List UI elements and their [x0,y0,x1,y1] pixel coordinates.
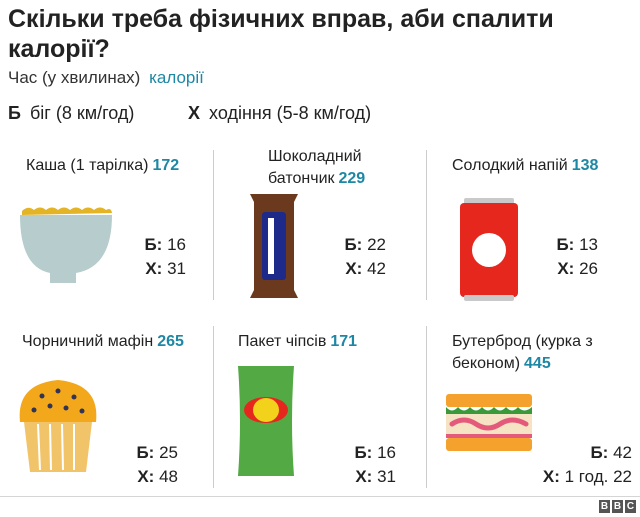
walk-key: Х: [542,467,560,486]
run-key: Б: [590,443,609,462]
walk-key: Х: [137,467,155,486]
footer-divider [0,496,640,497]
card-calories: 445 [524,355,551,372]
walk-value: 42 [367,259,386,278]
divider [213,150,214,300]
card-calories: 265 [157,333,184,350]
card-calories: 138 [571,157,599,174]
divider [426,326,427,488]
run-value: 13 [579,235,598,254]
bbc-logo-letter: B [612,500,623,513]
run-value: 42 [613,443,632,462]
card-name-text: батончик [268,170,335,187]
card-name: Каша (1 тарілка) 172 [26,155,179,177]
card-stats: Б: 16 Х: 31 [100,233,186,281]
run-value: 25 [159,443,178,462]
legend-run-label: біг (8 км/год) [29,103,135,123]
subtitle: Час (у хвилинах) калорії [8,68,204,88]
card-name: Пакет чіпсів 171 [238,331,357,353]
card-stats: Б: 42 Х: 1 год. 22 [488,441,632,489]
subtitle-time-label: Час (у хвилинах) [8,68,141,87]
walk-value: 48 [159,467,178,486]
card-name: Чорничний мафін 265 [22,331,184,353]
walk-key: Х: [355,467,373,486]
legend-run-key: Б [8,103,21,123]
card-stats: Б: 16 Х: 31 [310,441,396,489]
card-name-text: Чорничний мафін [22,333,154,350]
card-calories: 171 [330,333,358,350]
card-calories: 172 [152,157,180,174]
card-name-text: Шоколадний [268,148,362,165]
walk-key: Х: [557,259,575,278]
run-value: 16 [377,443,396,462]
page-title: Скільки треба фізичних вправ, аби спалит… [8,5,554,63]
bbc-logo-letter: B [599,500,610,513]
legend-walk-key: Х [188,103,201,123]
walk-key: Х: [345,259,363,278]
legend-run: Б біг (8 км/год) [8,103,134,124]
card-name-text: Каша (1 тарілка) [26,157,149,174]
run-key: Б: [354,443,373,462]
divider [213,326,214,488]
walk-value: 31 [167,259,186,278]
run-value: 16 [167,235,186,254]
card-name-text: Пакет чіпсів [238,333,327,350]
legend-walk: Х ходіння (5-8 км/год) [188,103,371,124]
muffin-icon [19,380,97,472]
card-stats: Б: 13 Х: 26 [512,233,598,281]
card-name-text: Бутерброд (курка з [452,333,593,350]
run-key: Б: [144,235,163,254]
card-name: Солодкий напій 138 [452,155,598,177]
run-key: Б: [556,235,575,254]
bbc-logo: B B C [599,500,636,513]
walk-value: 1 год. 22 [564,467,632,486]
walk-value: 26 [579,259,598,278]
card-calories: 229 [338,170,366,187]
chips-bag-icon [238,366,294,476]
card-name-text: Солодкий напій [452,157,568,174]
card-stats: Б: 22 Х: 42 [300,233,386,281]
walk-value: 31 [377,467,396,486]
run-key: Б: [136,443,155,462]
soda-can-icon [460,198,518,301]
card-stats: Б: 25 Х: 48 [92,441,178,489]
card-name: Бутерброд (курка з беконом) 445 [452,331,593,375]
walk-key: Х: [145,259,163,278]
run-key: Б: [344,235,363,254]
run-value: 22 [367,235,386,254]
legend-walk-label: ходіння (5-8 км/год) [209,103,372,123]
divider [426,150,427,300]
cereal-bowl-icon [20,207,112,283]
subtitle-calories-label: калорії [149,68,204,87]
card-name-text: беконом) [452,355,521,372]
card-name: Шоколадний батончик 229 [268,146,365,190]
chocolate-bar-icon [250,194,298,298]
sandwich-icon [446,394,532,451]
bbc-logo-letter: C [625,500,636,513]
